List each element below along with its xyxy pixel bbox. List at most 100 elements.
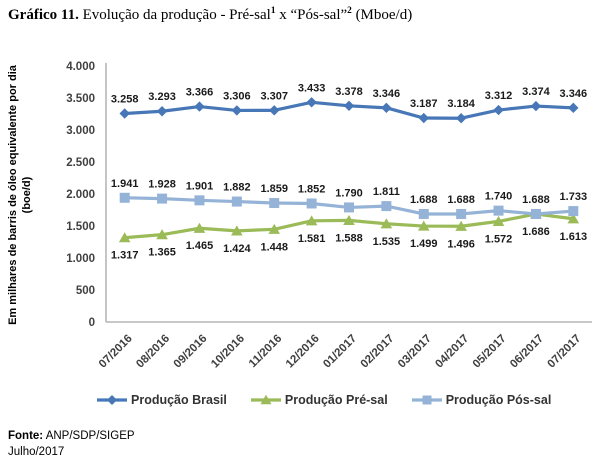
square-marker — [231, 196, 242, 207]
legend-diamond-marker-icon — [97, 395, 127, 405]
data-label: 1.790 — [335, 187, 363, 199]
square-marker — [306, 198, 317, 209]
data-label: 1.688 — [410, 194, 438, 206]
diamond-marker — [269, 105, 280, 116]
diamond-marker — [306, 97, 317, 108]
data-label: 3.374 — [522, 86, 550, 98]
footnote-marker-2: 2 — [347, 6, 352, 16]
square-marker — [194, 195, 205, 206]
legend: Produção Brasil Produção Pré-sal Produção … — [96, 393, 551, 407]
x-tick-label: 09/2016 — [172, 333, 210, 371]
triangle-marker — [455, 220, 467, 231]
square-marker — [456, 208, 467, 219]
diamond-marker — [343, 100, 355, 112]
data-label: 3.184 — [447, 98, 475, 110]
triangle-marker — [231, 225, 243, 236]
data-label: 1.928 — [148, 179, 176, 191]
triangle-marker — [567, 213, 580, 224]
data-label: 3.366 — [186, 87, 214, 99]
triangle-marker — [343, 214, 355, 225]
date-line: Julho/2017 — [8, 445, 65, 458]
legend-item: Produção Brasil — [96, 393, 227, 407]
triangle-marker — [268, 223, 281, 234]
square-marker — [344, 202, 354, 213]
data-label: 1.465 — [186, 240, 214, 252]
data-label: 1.572 — [485, 233, 513, 245]
data-label: 1.859 — [260, 183, 288, 195]
data-label: 3.293 — [148, 91, 176, 103]
triangle-marker — [492, 215, 505, 226]
x-tick-label: 11/2016 — [247, 333, 284, 370]
triangle-marker — [193, 222, 206, 233]
square-marker — [381, 201, 392, 212]
data-label: 1.496 — [447, 238, 475, 250]
diamond-marker — [568, 102, 579, 114]
data-label: 1.688 — [447, 194, 475, 206]
x-tick-label: 12/2016 — [284, 333, 322, 371]
triangle-marker — [156, 229, 168, 240]
data-label: 3.306 — [223, 90, 251, 102]
diamond-marker — [156, 106, 168, 117]
data-label: 1.733 — [560, 191, 588, 203]
x-tick-label: 02/2017 — [359, 333, 397, 371]
data-label: 1.499 — [410, 238, 438, 250]
square-marker — [493, 205, 504, 216]
x-tick-label: 07/2017 — [546, 333, 584, 371]
triangle-marker — [118, 232, 131, 243]
diamond-marker — [381, 102, 392, 114]
diamond-marker — [231, 105, 243, 116]
x-tick-label: 07/2016 — [97, 333, 135, 371]
y-tick-label: 2.000 — [66, 189, 95, 201]
data-label: 3.346 — [560, 88, 588, 100]
square-marker — [530, 208, 541, 219]
data-label: 1.811 — [373, 186, 400, 198]
triangle-marker — [305, 215, 318, 226]
diamond-marker — [455, 113, 467, 124]
chart-title: Gráfico 11. Evolução da produção - Pré-s… — [8, 6, 413, 23]
data-label: 1.365 — [148, 247, 176, 259]
legend-item: Produção Pós-sal — [411, 393, 552, 407]
diamond-marker — [493, 104, 504, 116]
legend-item: Produção Pré-sal — [250, 393, 388, 407]
x-tick-label: 05/2017 — [471, 333, 509, 371]
diamond-marker — [530, 100, 542, 112]
diamond-marker — [194, 101, 205, 112]
y-tick-label: 4.000 — [66, 61, 95, 73]
data-label: 3.307 — [260, 90, 288, 102]
chart-title-number: Gráfico 11. — [8, 7, 79, 23]
square-marker — [269, 198, 280, 209]
data-label: 1.613 — [560, 231, 588, 243]
data-label: 1.424 — [223, 243, 251, 255]
square-marker — [157, 193, 168, 204]
y-tick-label: 500 — [76, 285, 95, 297]
data-label: 1.686 — [522, 226, 550, 238]
data-label: 3.378 — [335, 86, 363, 98]
data-label: 1.740 — [485, 191, 513, 203]
data-label: 1.448 — [260, 241, 288, 253]
footnote-marker-1: 1 — [270, 6, 276, 16]
legend-item-label: Produção Pós-sal — [445, 393, 552, 407]
y-tick-label: 3.000 — [66, 125, 95, 137]
legend-item-label: Produção Pré-sal — [284, 393, 388, 407]
legend-square-marker-icon — [411, 395, 442, 405]
diamond-marker — [119, 108, 130, 119]
x-tick-label: 06/2017 — [508, 333, 546, 371]
data-label: 3.187 — [410, 98, 438, 110]
chart-svg: 0 500 1.000 1.500 2.000 2.500 3.000 3.500 4.000 0… — [66, 61, 592, 371]
x-tick-label: 04/2017 — [433, 333, 471, 371]
data-label: 3.312 — [485, 90, 513, 102]
data-label: 3.258 — [111, 93, 139, 105]
data-label: 1.588 — [335, 232, 363, 244]
y-tick-label: 0 — [89, 317, 95, 329]
triangle-marker — [417, 220, 430, 231]
data-label: 1.882 — [223, 182, 251, 194]
y-tick-label: 1.000 — [66, 253, 95, 265]
data-label: 1.688 — [522, 194, 550, 206]
square-marker — [568, 206, 579, 217]
diamond-marker — [418, 112, 429, 124]
data-label: 1.852 — [298, 183, 326, 195]
x-tick-label: 03/2017 — [396, 333, 434, 371]
data-label: 3.433 — [298, 82, 326, 94]
data-label: 1.535 — [373, 236, 401, 248]
